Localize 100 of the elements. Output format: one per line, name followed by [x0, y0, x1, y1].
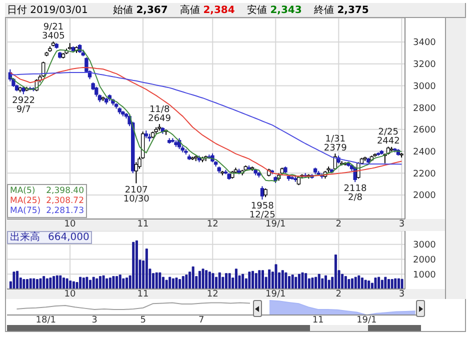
bar	[46, 278, 48, 289]
bar	[118, 274, 122, 289]
text: 始値 2,367	[113, 4, 169, 17]
y-tick-label: 3000	[413, 82, 436, 92]
bar	[42, 276, 46, 289]
text: MA(75) 2,281.73	[10, 206, 84, 216]
bar	[390, 279, 394, 289]
bar	[39, 278, 42, 289]
bar	[135, 240, 138, 289]
bar	[291, 274, 294, 289]
bar	[288, 276, 291, 289]
annotation: 2118 2/8	[344, 184, 367, 204]
bar	[258, 270, 261, 289]
bar	[168, 276, 172, 289]
text: MA(25) 2,308.72	[10, 196, 84, 206]
bar	[175, 278, 178, 289]
x-tick-label: 12	[206, 289, 218, 300]
bar	[22, 279, 26, 289]
bar	[98, 276, 102, 289]
bar	[26, 279, 28, 289]
x-tick-label: 2	[336, 289, 342, 300]
bar	[82, 278, 85, 289]
bar	[72, 281, 75, 289]
x-tick-label: 3	[398, 289, 405, 300]
bar	[112, 276, 115, 289]
bar	[374, 278, 377, 289]
bar	[242, 274, 244, 289]
bar	[86, 276, 88, 289]
bar	[268, 269, 271, 289]
chart-title: 日付 2019/03/01	[7, 4, 89, 17]
text: 安値 2,343	[247, 4, 303, 17]
x-tick-label: 11	[312, 315, 324, 326]
bar	[301, 272, 304, 289]
x-tick-label: 10	[64, 289, 76, 300]
bar	[125, 278, 128, 289]
annotation: 11/8 2649	[148, 105, 172, 124]
bar	[172, 278, 174, 289]
bar	[321, 278, 324, 289]
bar	[29, 278, 32, 289]
x-tick-label: 7	[198, 315, 204, 326]
bar	[32, 278, 36, 289]
bar	[314, 276, 318, 289]
bar	[215, 276, 218, 289]
x-tick-label: 12	[206, 219, 218, 230]
bar	[185, 274, 188, 289]
bar	[261, 270, 264, 289]
y-tick-label: 2600	[413, 126, 436, 136]
bar	[66, 278, 68, 289]
x-tick-label: 19/1	[266, 289, 286, 300]
bar	[281, 270, 284, 289]
bar	[212, 273, 214, 289]
x-tick-label: 11	[137, 289, 149, 300]
x-tick-label: 10	[64, 219, 76, 230]
bar	[165, 280, 168, 289]
bar	[360, 278, 364, 289]
bar	[294, 276, 298, 289]
bar	[218, 272, 221, 289]
bar	[234, 268, 238, 289]
y-tick-label: 3400	[413, 38, 436, 48]
bar	[79, 276, 82, 289]
bar	[228, 273, 231, 289]
bar	[56, 275, 58, 289]
bar	[178, 279, 182, 289]
bar	[351, 278, 354, 289]
bar	[248, 272, 251, 289]
bar	[59, 275, 62, 289]
annotation: 1958 12/25	[249, 202, 276, 221]
bar	[364, 280, 367, 289]
bar	[378, 276, 380, 289]
y-tick-label: 3000	[413, 240, 436, 251]
bar	[52, 276, 56, 289]
bar	[368, 280, 370, 289]
text: MA(5) 2,398.40	[10, 186, 84, 196]
bar	[224, 273, 228, 289]
bar	[36, 279, 38, 289]
x-tick-label: 18/1	[36, 315, 56, 326]
bar	[198, 270, 201, 289]
bar	[92, 276, 95, 289]
bar	[341, 274, 344, 289]
x-tick-label: 11	[137, 219, 149, 230]
bar	[102, 275, 105, 289]
bar	[274, 264, 278, 289]
bar	[116, 276, 118, 289]
x-tick-label: 2	[336, 219, 342, 230]
text: 終値 2,375	[314, 4, 370, 17]
y-tick-label: 2800	[413, 104, 436, 114]
bar	[96, 278, 98, 289]
line-series	[10, 49, 402, 182]
bar	[108, 278, 112, 289]
bar	[122, 278, 125, 289]
annotation: 2107 10/30	[123, 185, 150, 204]
bar	[348, 279, 350, 289]
bar	[354, 276, 357, 289]
bar	[358, 275, 360, 289]
bar	[400, 278, 404, 289]
bar	[208, 272, 211, 289]
annotation: 1/31 2379	[324, 134, 348, 154]
bar	[12, 272, 16, 289]
bar	[311, 278, 314, 289]
x-tick-label: 3	[398, 219, 405, 230]
